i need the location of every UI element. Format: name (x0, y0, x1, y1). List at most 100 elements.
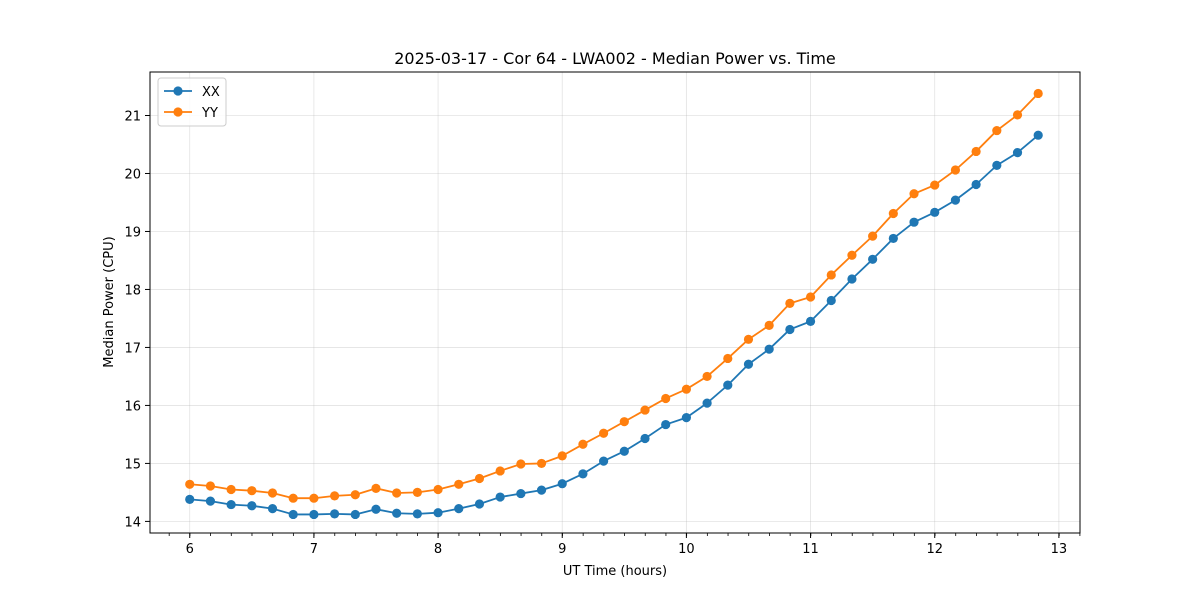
data-point-yy (723, 353, 733, 364)
data-point-xx (826, 295, 836, 306)
data-point-yy (433, 484, 443, 495)
data-point-xx (205, 496, 216, 506)
y-tick-label: 20 (124, 167, 141, 182)
y-tick-label: 18 (124, 283, 141, 298)
chart-title: 2025-03-17 - Cor 64 - LWA002 - Median Po… (394, 49, 836, 68)
data-point-yy (743, 334, 754, 344)
data-point-yy (536, 458, 547, 469)
data-point-yy (702, 371, 712, 382)
data-point-xx (226, 499, 236, 510)
y-tick-label: 16 (124, 399, 141, 414)
data-point-yy (785, 298, 795, 308)
data-point-xx (350, 509, 360, 520)
data-point-xx (743, 359, 754, 369)
legend-label: XX (202, 85, 220, 100)
data-point-yy (868, 231, 878, 241)
data-point-yy (350, 490, 360, 500)
data-point-xx (578, 469, 588, 479)
data-point-yy (474, 473, 485, 484)
grid-layer (150, 72, 1080, 533)
data-point-yy (557, 451, 567, 461)
data-point-xx (433, 508, 443, 518)
series-xx (185, 130, 1043, 520)
data-point-yy (226, 484, 236, 495)
data-point-yy (371, 483, 381, 493)
data-point-yy (454, 479, 464, 489)
y-tick-label: 21 (124, 109, 141, 124)
data-point-yy (516, 459, 526, 469)
data-point-xx (681, 413, 691, 423)
data-point-xx (1012, 148, 1023, 158)
data-point-yy (495, 466, 505, 476)
data-point-xx (619, 446, 629, 456)
data-point-yy (412, 487, 422, 498)
series-yy (185, 88, 1043, 503)
data-point-yy (640, 405, 650, 415)
data-point-yy (764, 320, 774, 331)
data-point-xx (454, 504, 464, 514)
x-tick-label: 8 (434, 542, 442, 557)
data-point-yy (826, 270, 836, 280)
x-tick-label: 11 (802, 542, 819, 557)
y-tick-label: 19 (124, 225, 141, 240)
legend: XX YY (157, 77, 227, 127)
series-layer (185, 88, 1043, 520)
data-point-xx (392, 508, 402, 518)
y-tick-label: 14 (124, 515, 141, 530)
y-axis-label: Median Power (CPU) (102, 236, 117, 367)
data-point-yy (205, 481, 216, 491)
data-point-xx (702, 398, 712, 408)
data-point-xx (536, 485, 547, 495)
data-point-xx (992, 160, 1002, 170)
data-point-yy (267, 488, 278, 498)
data-point-xx (288, 509, 298, 520)
data-point-yy (661, 393, 671, 404)
data-point-xx (495, 492, 505, 502)
data-point-yy (971, 146, 981, 157)
x-tick-label: 13 (1051, 542, 1068, 557)
data-point-yy (909, 189, 919, 199)
data-point-xx (247, 501, 257, 511)
data-point-xx (764, 344, 774, 354)
x-tick-label: 10 (678, 542, 695, 557)
data-point-yy (681, 384, 691, 394)
data-point-xx (723, 380, 733, 390)
data-point-xx (557, 479, 567, 489)
data-point-yy (309, 493, 319, 503)
data-point-xx (805, 316, 816, 326)
axes-layer: 6 7 8 9 10 11 12 13 14 15 16 17 18 19 20 21 (124, 109, 1081, 557)
data-point-yy (619, 417, 629, 427)
x-tick-label: 7 (310, 542, 318, 557)
y-tick-label: 17 (124, 341, 141, 356)
data-point-xx (185, 494, 195, 504)
data-point-yy (888, 208, 898, 219)
x-axis-label: UT Time (hours) (563, 564, 667, 579)
legend-swatch-marker (173, 107, 183, 117)
data-point-yy (992, 125, 1002, 136)
data-point-yy (1012, 110, 1023, 120)
data-point-xx (950, 195, 961, 205)
data-point-yy (950, 165, 961, 175)
data-point-xx (930, 207, 940, 217)
data-point-yy (185, 479, 195, 489)
data-point-yy (805, 292, 816, 302)
data-point-xx (909, 217, 919, 227)
legend-item-xx: XX (164, 85, 220, 100)
data-point-yy (1033, 88, 1043, 99)
data-point-xx (785, 324, 795, 335)
data-point-xx (516, 488, 526, 499)
data-point-xx (329, 509, 340, 519)
data-point-xx (971, 179, 981, 190)
data-point-yy (930, 180, 940, 190)
plot-area-frame (149, 71, 1081, 534)
data-point-yy (288, 493, 298, 503)
data-point-xx (599, 456, 609, 466)
data-point-xx (888, 233, 898, 244)
data-point-xx (267, 504, 278, 514)
data-point-xx (661, 419, 671, 430)
legend-swatch-marker (173, 86, 183, 96)
data-point-yy (247, 486, 257, 496)
data-point-yy (847, 250, 857, 260)
data-point-yy (578, 439, 588, 449)
data-point-xx (847, 274, 857, 284)
